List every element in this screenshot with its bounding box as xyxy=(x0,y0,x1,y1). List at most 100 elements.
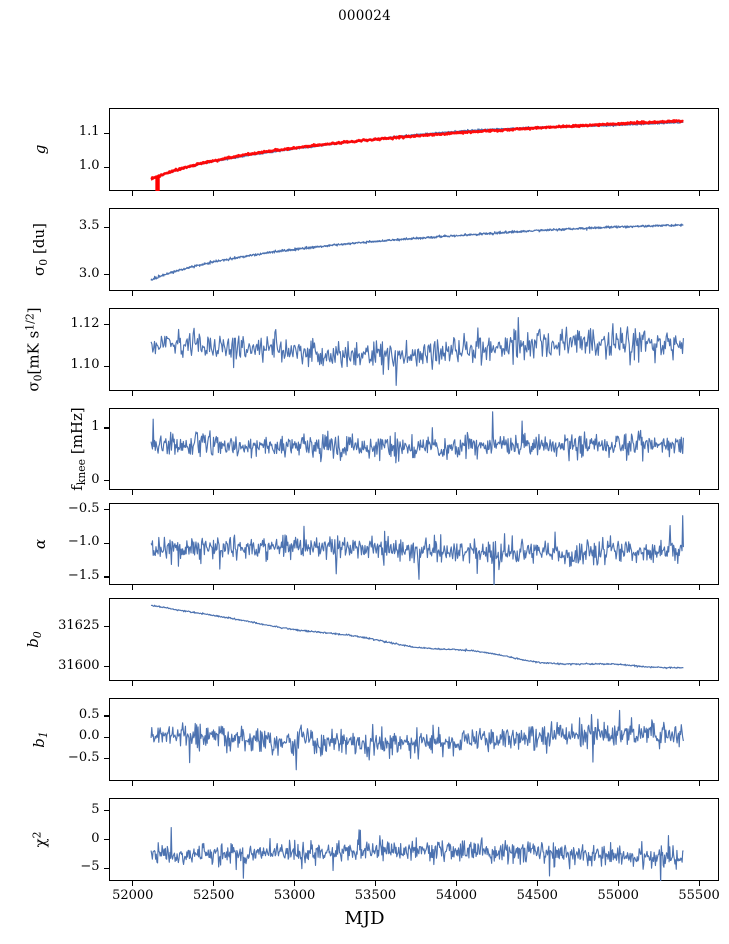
ytick-mark-b1-0 xyxy=(104,715,109,717)
xtick-label-7: 55500 xyxy=(678,888,720,903)
xtick-mark-gain-6 xyxy=(617,191,619,196)
fit-line-gain xyxy=(149,119,684,181)
xtick-mark-sigma0_mKs-7 xyxy=(698,391,700,396)
data-line-sigma0_du xyxy=(150,223,684,281)
ytick-mark-alpha-0 xyxy=(104,509,109,511)
xtick-mark-alpha-6 xyxy=(617,585,619,590)
xtick-mark-b1-5 xyxy=(536,781,538,786)
ytick-mark-b1-1 xyxy=(104,736,109,738)
panel-frame-gain xyxy=(108,108,719,191)
xtick-mark-b1-2 xyxy=(294,781,296,786)
xtick-mark-gain-3 xyxy=(374,191,377,196)
panel-alpha xyxy=(108,503,719,585)
xtick-mark-chi2-7 xyxy=(698,881,700,886)
ytick-mark-sigma0_mKs-1 xyxy=(104,365,109,367)
ytick-mark-alpha-1 xyxy=(104,542,109,544)
fit-outlier-spike xyxy=(154,175,160,191)
ytick-mark-sigma0_du-0 xyxy=(104,226,109,228)
data-line-b1 xyxy=(149,709,684,771)
data-line-gain xyxy=(150,121,684,180)
xtick-mark-gain-7 xyxy=(698,191,700,196)
ytick-mark-f_knee-1 xyxy=(104,480,109,482)
ylabel-sigma0_mKs: σ0[mK s1/2] xyxy=(23,307,45,392)
xtick-mark-sigma0_mKs-0 xyxy=(132,391,134,396)
ytick-label-gain-1: 1.0 xyxy=(78,158,100,174)
data-line-f_knee xyxy=(150,411,684,464)
xtick-mark-chi2-3 xyxy=(374,881,377,886)
ytick-mark-f_knee-0 xyxy=(104,427,109,429)
plot-area-b1 xyxy=(149,709,684,771)
xtick-mark-sigma0_mKs-3 xyxy=(374,391,377,396)
figure-title: 000024 xyxy=(338,8,391,24)
xtick-mark-b1-0 xyxy=(132,781,134,786)
ylabel-b1: b1 xyxy=(29,731,51,748)
xtick-mark-b0-5 xyxy=(536,681,538,686)
xtick-label-5: 54500 xyxy=(516,888,558,903)
panel-frame-b0 xyxy=(108,598,719,681)
panel-gain xyxy=(108,108,719,191)
ylabel-gain: g xyxy=(31,144,49,155)
xtick-label-1: 52500 xyxy=(192,888,235,903)
xtick-mark-b0-3 xyxy=(374,681,377,686)
xtick-mark-b1-6 xyxy=(617,781,619,786)
xtick-mark-sigma0_mKs-1 xyxy=(213,391,215,396)
ylabel-f_knee: fknee [mHz] xyxy=(67,407,89,491)
xtick-mark-alpha-4 xyxy=(455,585,457,590)
x-axis-label: MJD xyxy=(344,908,385,929)
ytick-label-b1-0: 0.5 xyxy=(78,706,100,722)
xtick-mark-sigma0_mKs-5 xyxy=(536,391,538,396)
xtick-mark-sigma0_mKs-4 xyxy=(455,391,457,396)
xtick-mark-alpha-0 xyxy=(132,585,134,590)
xtick-mark-sigma0_du-0 xyxy=(132,291,134,296)
xtick-mark-alpha-1 xyxy=(213,585,215,590)
panel-sigma0_mKs xyxy=(108,308,719,391)
xtick-mark-sigma0_du-7 xyxy=(698,291,700,296)
plot-area-f_knee xyxy=(150,411,684,464)
ytick-label-sigma0_du-0: 3.5 xyxy=(78,218,100,234)
xtick-mark-sigma0_du-4 xyxy=(455,291,457,296)
xtick-mark-b1-4 xyxy=(455,781,457,786)
xtick-mark-f_knee-3 xyxy=(374,490,377,495)
plot-area-b0 xyxy=(150,604,684,670)
panel-frame-chi2 xyxy=(108,798,719,881)
xtick-mark-sigma0_du-6 xyxy=(617,291,619,296)
ytick-label-sigma0_mKs-0: 1.12 xyxy=(70,315,100,331)
ytick-label-chi2-0: 5 xyxy=(91,801,100,817)
ytick-label-f_knee-0: 1 xyxy=(91,418,100,434)
plot-area-sigma0_mKs xyxy=(150,317,684,386)
ylabel-b0: b0 xyxy=(23,631,45,648)
panel-b1 xyxy=(108,698,719,781)
xtick-mark-b1-7 xyxy=(698,781,700,786)
ytick-label-alpha-0: −0.5 xyxy=(67,500,100,516)
panel-frame-sigma0_mKs xyxy=(108,308,719,391)
xtick-mark-b0-4 xyxy=(455,681,457,686)
data-line-b0 xyxy=(150,604,684,670)
panel-chi2 xyxy=(108,798,719,881)
panel-f_knee xyxy=(108,408,719,490)
ytick-mark-gain-1 xyxy=(104,166,109,168)
ytick-label-alpha-2: −1.5 xyxy=(67,567,100,583)
ytick-label-sigma0_mKs-1: 1.10 xyxy=(70,357,100,373)
xtick-mark-sigma0_mKs-2 xyxy=(294,391,296,396)
ytick-mark-chi2-2 xyxy=(104,867,109,869)
ytick-label-chi2-1: 0 xyxy=(91,830,100,846)
plot-area-alpha xyxy=(150,515,684,585)
xtick-label-6: 55000 xyxy=(597,888,639,903)
xtick-mark-gain-4 xyxy=(455,191,457,196)
xtick-mark-chi2-6 xyxy=(617,881,619,886)
ytick-mark-alpha-2 xyxy=(104,576,109,578)
xtick-mark-b0-2 xyxy=(294,681,296,686)
panel-frame-b1 xyxy=(108,698,719,781)
xtick-mark-sigma0_du-5 xyxy=(536,291,538,296)
panel-frame-sigma0_du xyxy=(108,208,719,291)
ytick-mark-chi2-0 xyxy=(104,810,109,812)
ytick-label-f_knee-1: 0 xyxy=(91,471,100,487)
xtick-mark-f_knee-5 xyxy=(536,490,538,495)
ytick-label-b1-2: −0.5 xyxy=(67,749,100,765)
ytick-label-chi2-2: −5 xyxy=(80,859,100,875)
ytick-mark-sigma0_du-1 xyxy=(104,274,109,276)
xtick-mark-chi2-4 xyxy=(455,881,457,886)
plot-area-sigma0_du xyxy=(150,223,684,281)
plot-area-chi2 xyxy=(150,826,684,881)
